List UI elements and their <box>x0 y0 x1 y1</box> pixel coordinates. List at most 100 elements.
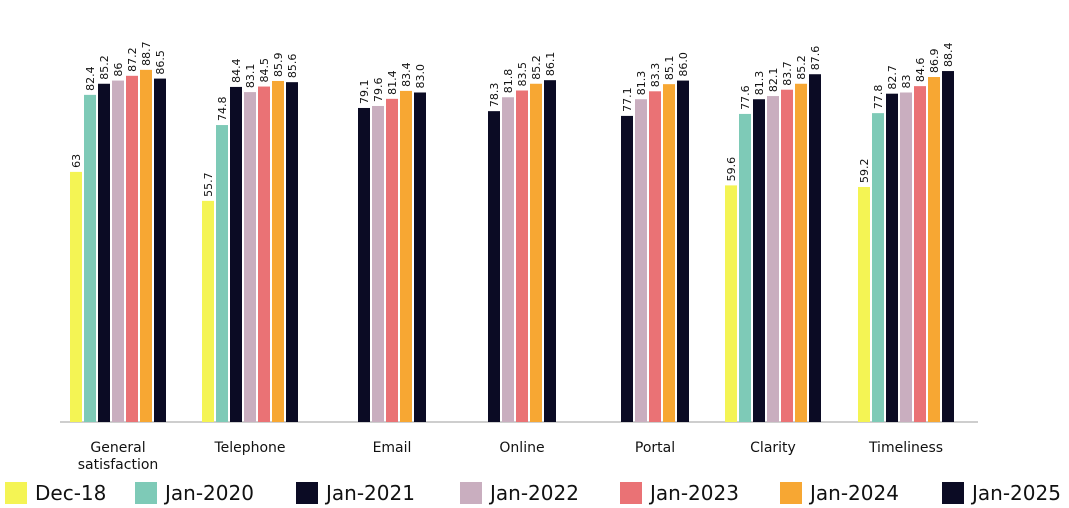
data-label: 88.4 <box>942 43 955 68</box>
bar-jan-2025-1 <box>286 82 298 422</box>
category-label: General <box>90 440 145 456</box>
bar-jan-2024-3 <box>530 83 542 423</box>
category-label: Portal <box>635 440 675 456</box>
data-label: 84.6 <box>914 58 927 83</box>
data-label: 83.1 <box>244 64 257 89</box>
bar-jan-2024-4 <box>663 84 675 422</box>
data-label: 81.8 <box>502 69 515 94</box>
data-label: 83.7 <box>781 61 794 86</box>
data-label: 85.1 <box>663 56 676 81</box>
legend-item: Jan-2022 <box>460 478 579 508</box>
data-label: 81.4 <box>386 70 399 95</box>
legend-item: Dec-18 <box>5 478 106 508</box>
legend-label: Jan-2025 <box>972 481 1061 505</box>
legend-label: Jan-2022 <box>490 481 579 505</box>
data-label: 74.8 <box>216 97 229 122</box>
legend-label: Jan-2023 <box>650 481 739 505</box>
data-label: 88.7 <box>140 41 153 66</box>
legend-swatch <box>135 482 157 504</box>
data-label: 85.2 <box>530 55 543 80</box>
bar-jan-2020-1 <box>216 125 228 422</box>
data-label: 83 <box>900 74 913 88</box>
data-label: 85.2 <box>98 55 111 80</box>
data-label: 59.6 <box>725 157 738 182</box>
bar-jan-2022-4 <box>635 99 647 422</box>
bar-jan-2021-6 <box>886 93 898 422</box>
legend-swatch <box>460 482 482 504</box>
bar-jan-2021-3 <box>488 111 500 423</box>
bar-jan-2025-3 <box>544 80 556 423</box>
bar-dec-18-0 <box>70 171 82 422</box>
bar-jan-2022-2 <box>372 105 384 422</box>
data-label: 63 <box>70 154 83 168</box>
legend-item: Jan-2024 <box>780 478 899 508</box>
bar-dec-18-6 <box>858 186 870 422</box>
data-label: 87.6 <box>809 46 822 71</box>
category-label: Timeliness <box>868 440 943 456</box>
bar-jan-2023-1 <box>258 86 270 422</box>
bar-jan-2023-4 <box>649 91 661 422</box>
bar-jan-2021-1 <box>230 86 242 422</box>
data-label: 79.6 <box>372 77 385 102</box>
data-label: 83.4 <box>400 62 413 87</box>
bar-jan-2022-0 <box>112 80 124 422</box>
bar-jan-2024-1 <box>272 80 284 423</box>
bar-jan-2024-0 <box>140 69 152 423</box>
bar-jan-2022-1 <box>244 92 256 422</box>
chart-legend: Dec-18 Jan-2020 Jan-2021 Jan-2022 Jan-2023 Ja… <box>0 478 1069 508</box>
data-label: 85.2 <box>795 55 808 80</box>
bar-jan-2024-2 <box>400 90 412 422</box>
bar-jan-2021-4 <box>621 115 633 423</box>
legend-swatch <box>942 482 964 504</box>
bar-jan-2020-6 <box>872 113 884 422</box>
data-label: 86.0 <box>677 52 690 77</box>
data-label: 83.3 <box>649 63 662 88</box>
category-label: satisfaction <box>78 457 159 473</box>
bar-jan-2020-0 <box>84 94 96 422</box>
data-label: 83.5 <box>516 62 529 87</box>
category-label: Telephone <box>213 440 285 456</box>
bar-dec-18-1 <box>202 200 214 422</box>
bar-jan-2022-6 <box>900 92 912 423</box>
data-label: 87.2 <box>126 47 139 72</box>
legend-label: Jan-2021 <box>326 481 415 505</box>
legend-item: Jan-2023 <box>620 478 739 508</box>
legend-swatch <box>620 482 642 504</box>
data-label: 82.1 <box>767 68 780 93</box>
legend-label: Dec-18 <box>35 481 107 505</box>
legend-swatch <box>780 482 802 504</box>
bar-jan-2025-4 <box>677 80 689 422</box>
bar-jan-2021-2 <box>358 107 370 423</box>
data-label: 82.7 <box>886 65 899 90</box>
data-label: 86.1 <box>544 52 557 77</box>
data-label: 81.3 <box>635 71 648 96</box>
data-label: 82.4 <box>84 66 97 91</box>
data-label: 84.5 <box>258 58 271 83</box>
legend-label: Jan-2024 <box>810 481 899 505</box>
bar-jan-2020-5 <box>739 113 751 422</box>
bar-jan-2025-6 <box>942 71 954 422</box>
data-label: 55.7 <box>202 172 215 197</box>
data-label: 77.1 <box>621 87 634 112</box>
legend-label: Jan-2020 <box>165 481 254 505</box>
data-label: 86 <box>112 63 125 77</box>
bar-jan-2023-2 <box>386 98 398 422</box>
bar-jan-2025-5 <box>809 74 821 422</box>
bar-jan-2022-5 <box>767 96 779 423</box>
bar-jan-2024-5 <box>795 83 807 423</box>
legend-item: Jan-2025 <box>942 478 1061 508</box>
data-label: 86.5 <box>154 50 167 75</box>
data-label: 81.3 <box>753 71 766 96</box>
legend-item: Jan-2020 <box>135 478 254 508</box>
data-label: 59.2 <box>858 158 871 183</box>
bar-dec-18-5 <box>725 185 737 422</box>
bar-jan-2021-5 <box>753 99 765 422</box>
data-label: 78.3 <box>488 83 501 108</box>
bar-jan-2024-6 <box>928 77 940 423</box>
bar-jan-2025-2 <box>414 92 426 423</box>
bar-jan-2023-0 <box>126 75 138 422</box>
category-label: Email <box>373 440 412 456</box>
bar-jan-2023-5 <box>781 89 793 422</box>
bar-jan-2025-0 <box>154 78 166 422</box>
